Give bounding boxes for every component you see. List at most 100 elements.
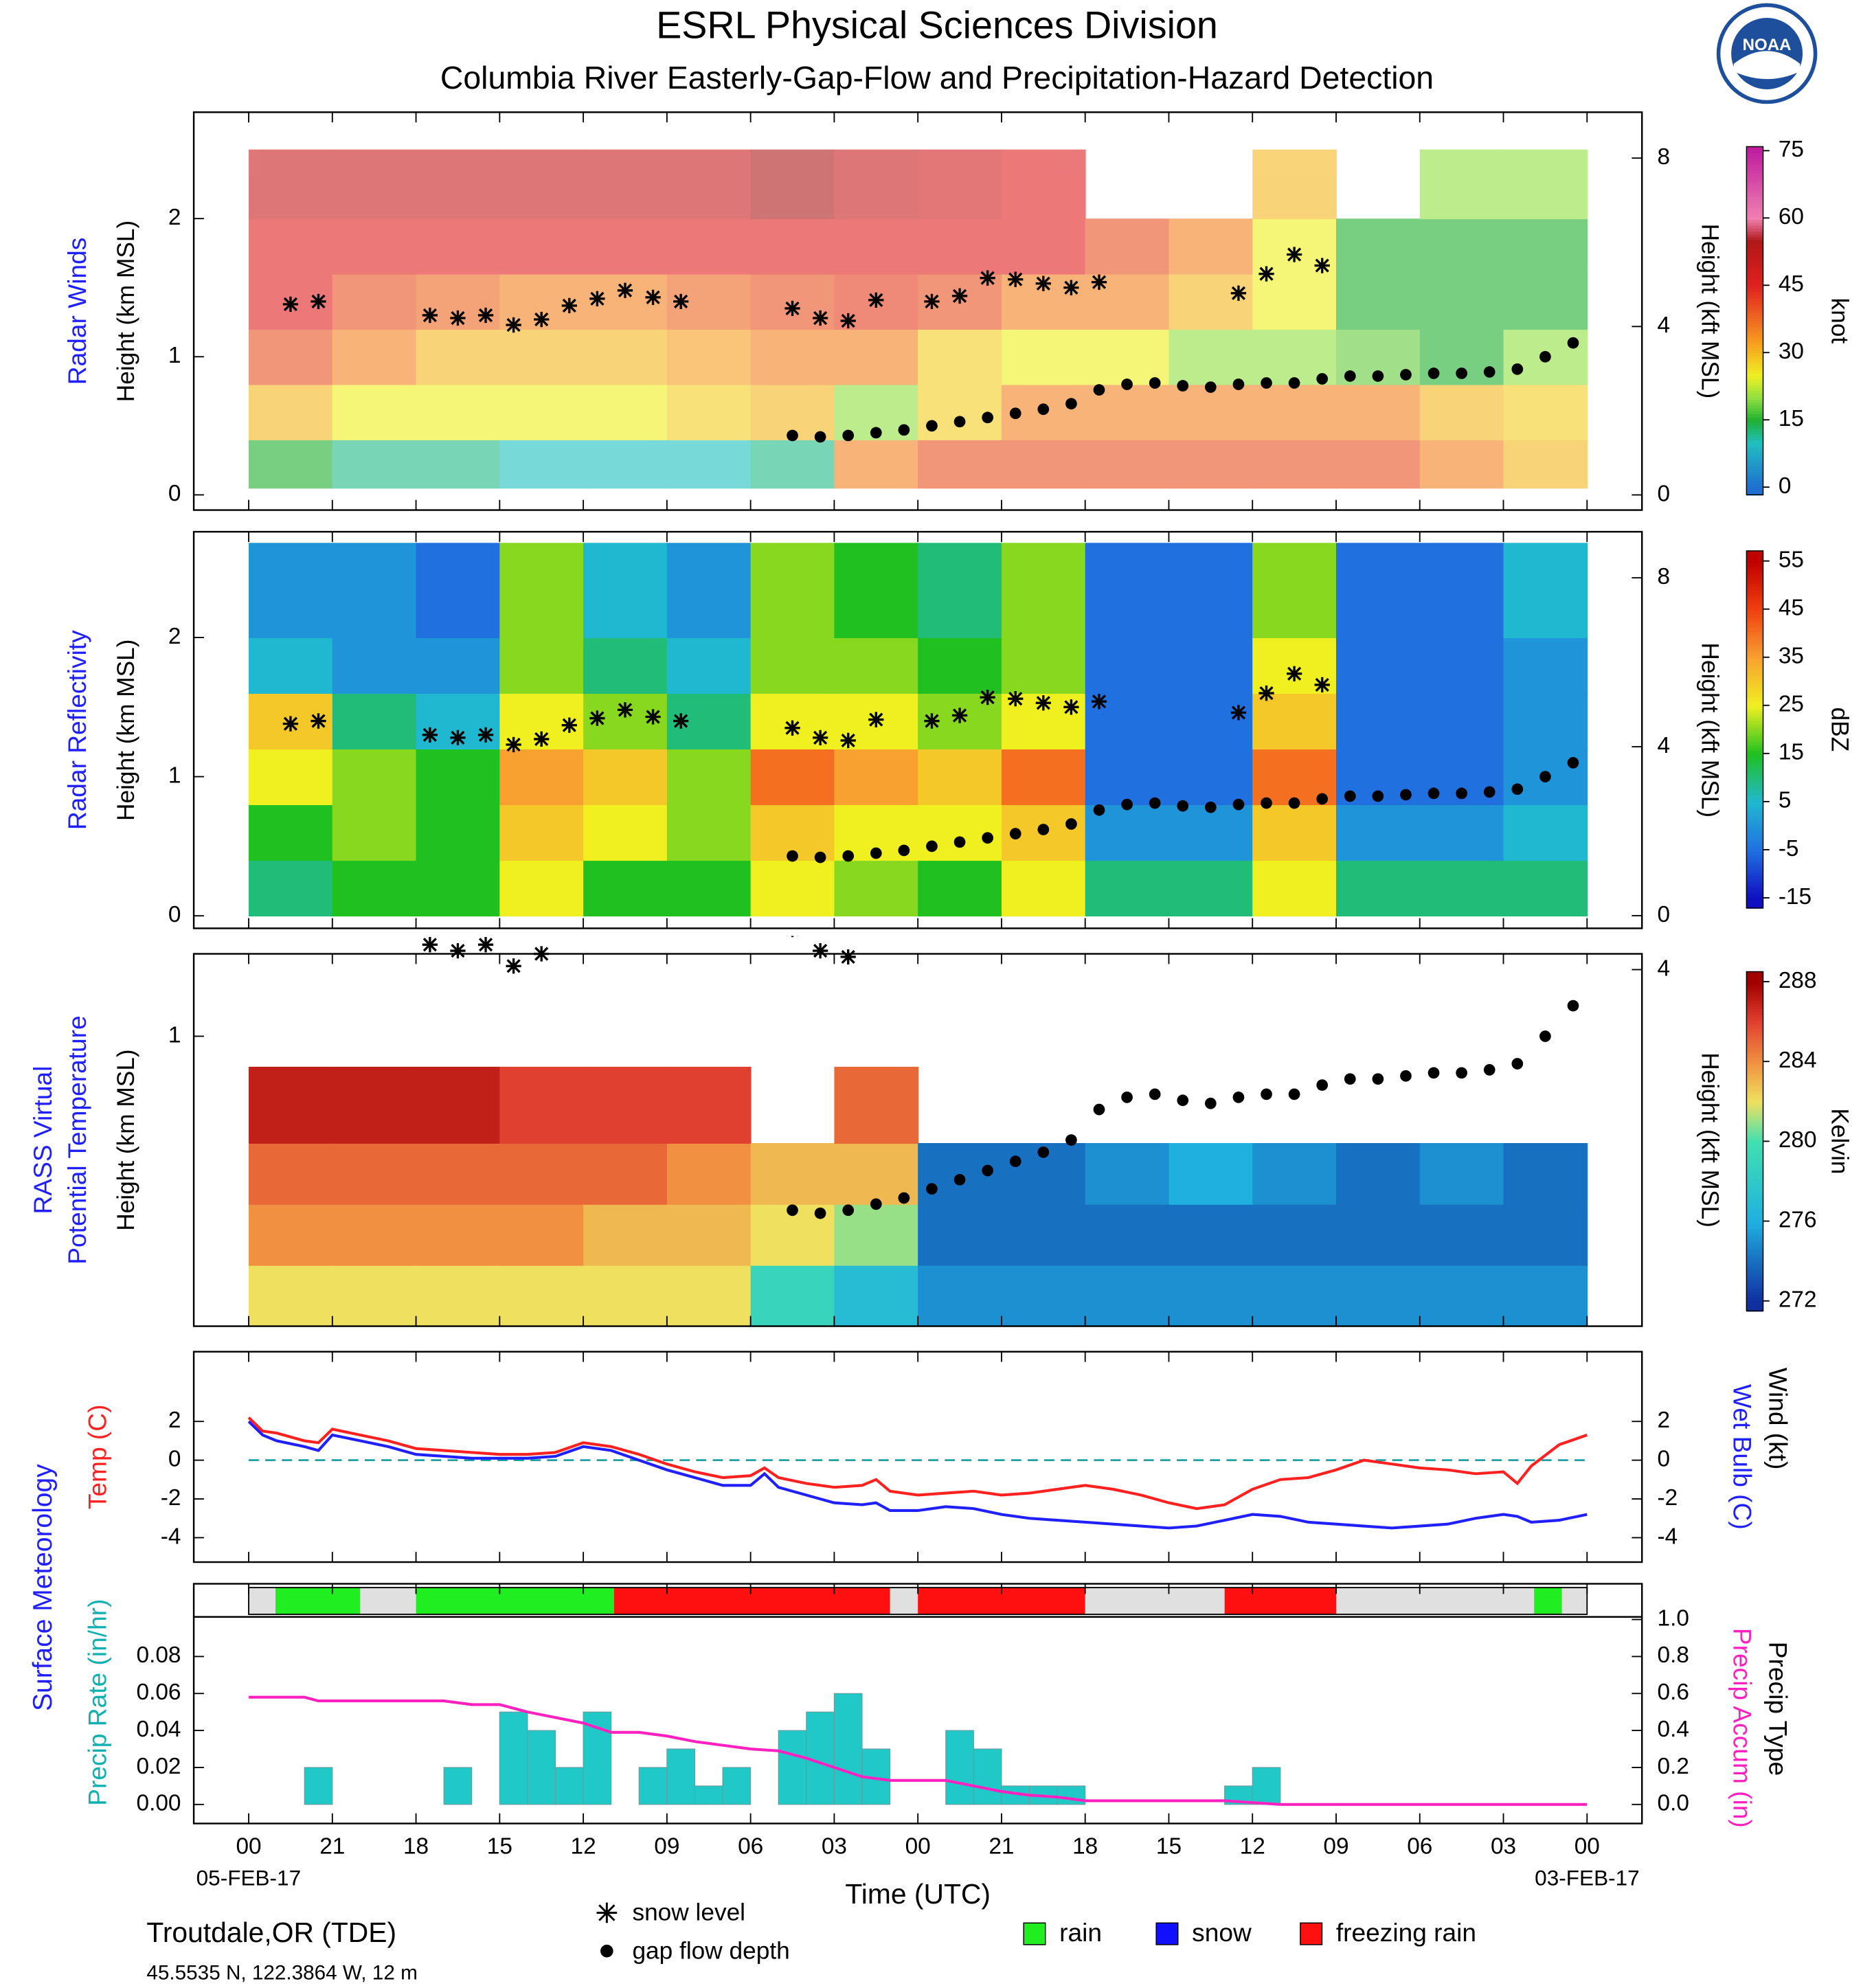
heat-cell: [1169, 693, 1254, 750]
colorbar-step: [1746, 735, 1763, 739]
colorbar-step: [1746, 1042, 1763, 1046]
colorbar-step: [1746, 753, 1763, 757]
heat-cell: [918, 218, 1002, 275]
colorbar-step: [1746, 260, 1763, 264]
heat-cell: [332, 1142, 417, 1205]
colorbar-step: [1746, 666, 1763, 671]
colorbar-step: [1746, 190, 1763, 194]
colorbar-step: [1746, 379, 1763, 383]
heat-cell: [416, 329, 501, 385]
colorbar-tick-label: 45: [1779, 271, 1804, 297]
gap-flow-marker: [1400, 1070, 1412, 1082]
bar: [304, 1767, 333, 1805]
colorbar-step: [1746, 714, 1763, 719]
snow-level-marker: [561, 297, 577, 314]
heat-cell: [918, 1265, 1002, 1327]
colorbar-step: [1746, 1113, 1763, 1117]
legend-swatch: [1023, 1922, 1046, 1945]
colorbar-step: [1746, 1152, 1763, 1157]
gap-flow-marker: [1177, 1094, 1189, 1107]
legend-gap-flow: [600, 1944, 613, 1958]
gap-flow-marker: [814, 431, 826, 443]
snow-level-marker: [868, 292, 884, 308]
heat-cell: [249, 804, 333, 861]
colorbar-step: [1746, 1011, 1763, 1015]
colorbar-step: [1746, 425, 1763, 429]
heat-cell: [750, 543, 835, 638]
heat-cell: [1085, 1204, 1170, 1266]
colorbar-step: [1746, 161, 1763, 165]
heat-cell: [1252, 1204, 1337, 1266]
colorbar-step: [1746, 800, 1763, 805]
colorbar-step: [1746, 1215, 1763, 1219]
gap-flow-marker: [787, 429, 798, 442]
gap-flow-marker: [1037, 824, 1050, 835]
gap-flow-marker: [1261, 1088, 1272, 1100]
colorbar-step: [1746, 451, 1763, 455]
gap-flow-marker: [1093, 804, 1105, 816]
heat-cell: [249, 749, 333, 806]
colorbar-step: [1746, 798, 1763, 802]
colorbar-step: [1746, 708, 1763, 712]
gap-flow-marker: [814, 851, 826, 863]
heat-cell: [1169, 543, 1254, 638]
colorbar-step: [1746, 291, 1763, 295]
colorbar-step: [1746, 1155, 1763, 1160]
y-tick-label: 0.02: [137, 1754, 181, 1779]
heat-cell: [1001, 439, 1086, 489]
gap-flow-marker: [1427, 368, 1440, 379]
gap-flow-marker: [870, 847, 882, 859]
x-tick-label: 12: [1240, 1834, 1265, 1860]
colorbar-step: [1746, 1065, 1763, 1069]
colorbar-step: [1746, 286, 1763, 290]
heat-cell: [249, 543, 333, 638]
snow-level-marker: [617, 702, 633, 718]
legend-label: snow level: [632, 1899, 745, 1926]
heat-cell: [1503, 273, 1588, 330]
colorbar-step: [1746, 440, 1763, 444]
accum-line: [249, 1695, 1588, 1806]
bar: [666, 1748, 696, 1805]
colorbar-step: [1746, 341, 1763, 345]
colorbar-step: [1746, 1200, 1763, 1205]
heat-cell: [499, 218, 585, 275]
colorbar-tick-label: 288: [1779, 968, 1817, 993]
y-tick-label: 1: [168, 343, 181, 368]
colorbar-step: [1746, 1136, 1763, 1140]
x-tick-label: 00: [236, 1834, 261, 1860]
heat-cell: [1335, 1265, 1421, 1327]
colorbar-step: [1746, 1161, 1763, 1165]
axis-label: Kelvin: [1827, 1108, 1853, 1174]
y-tick-label: 2: [168, 205, 181, 230]
colorbar-tick-label: 15: [1779, 406, 1804, 431]
colorbar-step: [1746, 431, 1763, 435]
markers: [422, 936, 1579, 1219]
colorbar-step: [1746, 1053, 1763, 1058]
colorbar-step: [1746, 210, 1763, 214]
snow-level-marker: [506, 736, 521, 753]
colorbar-step: [1746, 640, 1763, 644]
colorbar-step: [1746, 1257, 1763, 1261]
heat-cell: [1169, 1204, 1254, 1266]
colorbar-step: [1746, 1260, 1763, 1264]
markers: [282, 247, 1579, 443]
colorbar-step: [1746, 592, 1763, 597]
gap-flow-marker: [898, 1192, 910, 1204]
colorbar-step: [1746, 230, 1763, 235]
gap-flow-marker: [814, 1207, 826, 1219]
heat-cell: [332, 1204, 417, 1266]
colorbar-step: [1746, 890, 1763, 894]
heat-cell: [583, 384, 668, 440]
y-tick-label: 0: [168, 1446, 181, 1471]
colorbar-step: [1746, 631, 1763, 635]
colorbar-step: [1746, 661, 1763, 665]
colorbar-step: [1746, 854, 1763, 859]
heat-cell: [1001, 543, 1086, 638]
y-tick-label: 0: [1658, 481, 1671, 506]
colorbar-step: [1746, 565, 1763, 570]
heat-cell: [1085, 218, 1170, 275]
heat-cell: [1419, 1265, 1504, 1327]
gap-flow-marker: [1344, 790, 1356, 802]
heat-cell: [249, 637, 333, 694]
colorbar-step: [1746, 702, 1763, 707]
